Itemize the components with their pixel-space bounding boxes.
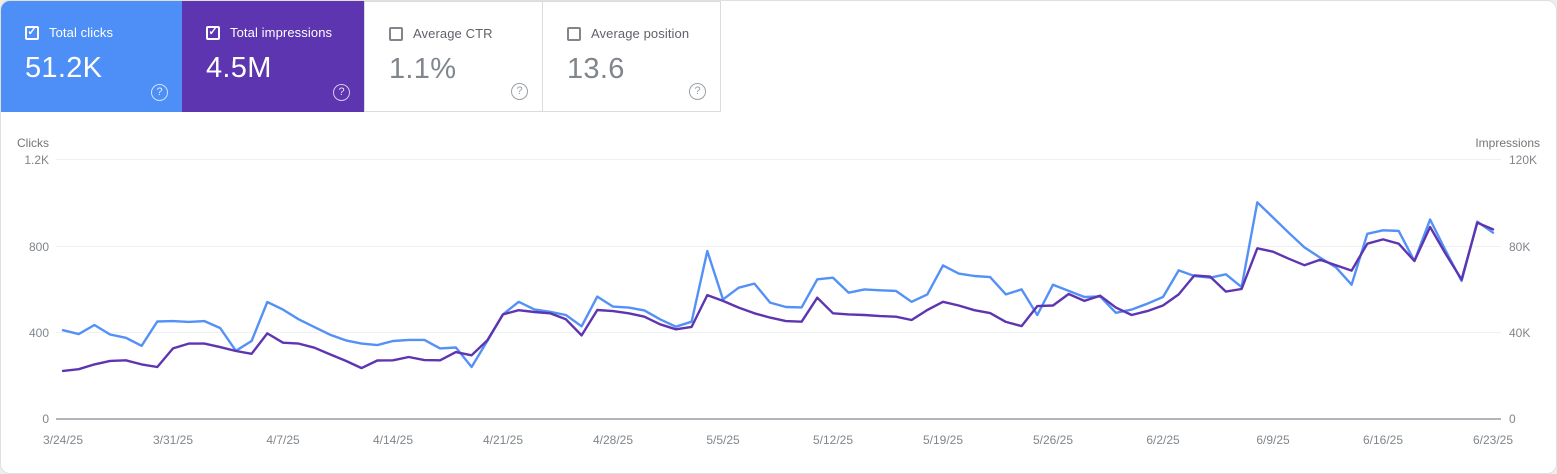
x-label-6-9-25: 6/9/25 — [1256, 433, 1290, 447]
right-tick-0: 0 — [1509, 412, 1516, 426]
card-total-impressions-header: ✓ Total impressions — [206, 25, 364, 40]
x-label-6-23-25: 6/23/25 — [1472, 433, 1514, 447]
left-tick-0: 0 — [42, 412, 49, 426]
x-label-3-24-25: 3/24/25 — [42, 433, 84, 447]
card-total-clicks-header: ✓ Total clicks — [25, 25, 182, 40]
average-ctr-help-icon[interactable]: ? — [511, 83, 528, 100]
x-label-5-5-25: 5/5/25 — [706, 433, 740, 447]
card-total-impressions[interactable]: ✓ Total impressions 4.5M ? — [182, 1, 364, 112]
x-label-6-2-25: 6/2/25 — [1146, 433, 1180, 447]
x-label-5-19-25: 5/19/25 — [922, 433, 964, 447]
average-ctr-checkbox[interactable] — [389, 26, 403, 41]
gridline-mid-upper — [56, 246, 1501, 247]
x-label-6-16-25: 6/16/25 — [1362, 433, 1404, 447]
total-impressions-value: 4.5M — [206, 52, 272, 84]
total-clicks-checkbox[interactable]: ✓ — [25, 25, 39, 40]
average-position-label: Average position — [591, 26, 690, 41]
x-label-4-28-25: 4/28/25 — [592, 433, 634, 447]
right-tick-40k: 40K — [1509, 326, 1531, 340]
right-tick-80k: 80K — [1509, 240, 1531, 254]
x-label-5-12-25: 5/12/25 — [812, 433, 854, 447]
card-average-position[interactable]: Average position 13.6 ? — [542, 1, 721, 112]
average-position-help-icon[interactable]: ? — [689, 83, 706, 100]
total-clicks-label: Total clicks — [49, 25, 114, 40]
total-impressions-help-icon[interactable]: ? — [333, 84, 350, 101]
x-label-4-14-25: 4/14/25 — [372, 433, 414, 447]
right-tick-120k: 120K — [1509, 153, 1538, 167]
gridline-top — [56, 159, 1501, 160]
average-position-value: 13.6 — [567, 53, 625, 85]
x-label-4-21-25: 4/21/25 — [482, 433, 524, 447]
x-label-5-26-25: 5/26/25 — [1032, 433, 1074, 447]
total-impressions-checkbox[interactable]: ✓ — [206, 25, 220, 40]
metric-cards-row: ✓ Total clicks 51.2K ? ✓ Total impressio… — [1, 1, 721, 112]
left-axis-title: Clicks — [17, 136, 49, 150]
x-axis-baseline — [56, 418, 1501, 420]
x-label-4-7-25: 4/7/25 — [266, 433, 300, 447]
left-tick-1200: 1.2K — [24, 153, 49, 167]
left-tick-400: 400 — [28, 326, 49, 340]
total-impressions-label: Total impressions — [230, 25, 333, 40]
card-average-ctr-header: Average CTR — [389, 26, 542, 41]
card-total-clicks[interactable]: ✓ Total clicks 51.2K ? — [1, 1, 182, 112]
total-clicks-value: 51.2K — [25, 52, 103, 84]
right-axis-title: Impressions — [1475, 136, 1540, 150]
series-line-clicks — [61, 201, 1495, 369]
average-position-checkbox[interactable] — [567, 26, 581, 41]
series-line-impressions — [61, 221, 1495, 373]
gridline-mid-lower — [56, 332, 1501, 333]
average-ctr-value: 1.1% — [389, 53, 457, 85]
x-label-3-31-25: 3/31/25 — [152, 433, 194, 447]
total-clicks-help-icon[interactable]: ? — [151, 84, 168, 101]
card-average-ctr[interactable]: Average CTR 1.1% ? — [364, 1, 543, 112]
left-tick-800: 800 — [28, 240, 49, 254]
average-ctr-label: Average CTR — [413, 26, 493, 41]
card-average-position-header: Average position — [567, 26, 720, 41]
